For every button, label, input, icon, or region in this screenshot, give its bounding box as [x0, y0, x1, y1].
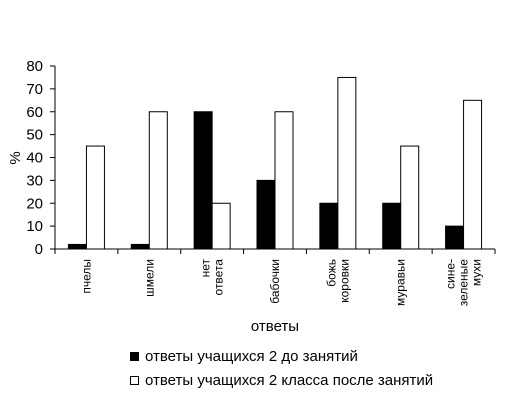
bar-before [445, 225, 465, 250]
y-tick-label: 0 [35, 241, 43, 258]
y-tick-label: 80 [26, 58, 43, 75]
category-label: сине- [444, 259, 458, 289]
category-label: шмели [142, 259, 156, 297]
x-axis-title: ответы [251, 318, 299, 335]
y-tick-label: 40 [26, 150, 43, 167]
category-label: муравьи [394, 259, 408, 306]
y-tick-label: 50 [26, 127, 43, 144]
bar-after [211, 202, 231, 250]
legend-swatch-after [130, 375, 139, 385]
bar-after [400, 145, 420, 250]
bar-before [130, 243, 150, 250]
bar-after [148, 111, 168, 250]
category-label: коровки [337, 259, 351, 303]
category-label: нет [199, 259, 213, 278]
bar-after [274, 111, 294, 250]
category-label: божь [324, 259, 338, 287]
legend-label-before: ответы учащихся 2 до занятий [145, 347, 358, 365]
bar-after [337, 76, 357, 250]
y-axis-title: % [7, 151, 24, 164]
y-tick-label: 10 [26, 218, 43, 235]
x-axis-ticks [54, 249, 496, 254]
category-label: мухи [470, 259, 484, 286]
bar-before [382, 202, 402, 250]
legend-item-after: ответы учащихся 2 класса после занятий [130, 370, 433, 390]
bar-after [85, 145, 105, 250]
y-tick-label: 60 [26, 104, 43, 121]
bar-after [463, 99, 483, 250]
bar-before [193, 111, 213, 250]
legend: ответы учащихся 2 до занятий ответы учащ… [130, 346, 433, 394]
category-label: ответа [212, 259, 226, 296]
y-tick-label: 20 [26, 195, 43, 212]
bars [67, 76, 483, 250]
category-labels: пчелы шмели нет ответа бабочки божь коровки мур… [79, 259, 483, 307]
bar-before [256, 179, 276, 250]
y-tick-label: 70 [26, 81, 43, 98]
category-label: бабочки [268, 259, 282, 304]
category-label: пчелы [79, 259, 93, 294]
bar-before [319, 202, 339, 250]
category-label: зеленые [457, 259, 471, 307]
legend-item-before: ответы учащихся 2 до занятий [130, 346, 433, 366]
y-axis-ticks: 0 10 20 30 40 50 60 70 80 [26, 58, 55, 258]
legend-label-after: ответы учащихся 2 класса после занятий [145, 371, 434, 389]
legend-swatch-before [130, 351, 139, 361]
bar-before [67, 243, 87, 250]
y-tick-label: 30 [26, 172, 43, 189]
